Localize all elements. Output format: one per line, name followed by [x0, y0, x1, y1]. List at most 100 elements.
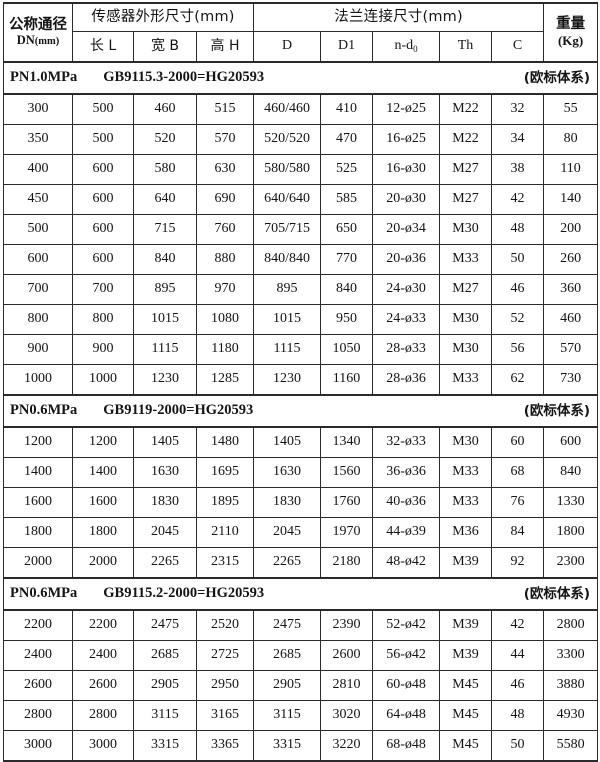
cell-thread: M27: [439, 274, 493, 305]
cell-d1: 1560: [320, 457, 374, 488]
cell-height: 515: [195, 93, 255, 125]
cell-d: 2905: [253, 670, 322, 701]
cell-d: 580/580: [253, 154, 322, 185]
cell-dn: 800: [3, 304, 73, 335]
cell-width: 2685: [133, 640, 197, 671]
cell-length: 500: [72, 124, 134, 155]
cell-thread: M33: [439, 364, 493, 396]
cell-d1: 2810: [320, 670, 374, 701]
cell-d: 2265: [253, 547, 322, 579]
cell-width: 2265: [133, 547, 197, 579]
cell-c: 44: [491, 640, 545, 671]
cell-height: 3165: [195, 700, 255, 731]
cell-bolt-holes: 56-ø42: [372, 640, 441, 671]
cell-d: 1115: [253, 334, 322, 365]
cell-d: 1015: [253, 304, 322, 335]
cell-d: 705/715: [253, 214, 322, 245]
cell-width: 1015: [133, 304, 197, 335]
cell-c: 42: [491, 609, 545, 641]
cell-weight: 260: [543, 244, 599, 275]
table-row: 350 500 520 570 520/520 470 16-ø25 M22 34 80: [3, 124, 599, 155]
cell-d: 1630: [253, 457, 322, 488]
cell-c: 52: [491, 304, 545, 335]
cell-c: 34: [491, 124, 545, 155]
cell-thread: M30: [439, 304, 493, 335]
cell-c: 32: [491, 93, 545, 125]
cell-height: 1080: [195, 304, 255, 335]
cell-dn: 2600: [3, 670, 73, 701]
cell-bolt-holes: 28-ø36: [372, 364, 441, 396]
cell-d1: 1050: [320, 334, 374, 365]
table-row: 300 500 460 515 460/460 410 12-ø25 M22 32 55: [3, 93, 599, 125]
header-col-d1: D1: [320, 31, 374, 63]
section-pressure-rating: PN0.6MPa: [10, 402, 78, 419]
section-note: (欧标体系): [523, 585, 591, 602]
cell-width: 640: [133, 184, 197, 215]
cell-weight: 730: [543, 364, 599, 396]
cell-d1: 470: [320, 124, 374, 155]
header-group-sensor-dimensions: 传感器外形尺寸(mm): [71, 2, 255, 32]
cell-weight: 3300: [543, 640, 599, 671]
cell-d1: 1160: [320, 364, 374, 396]
header-col-c: C: [491, 31, 545, 63]
cell-height: 2315: [195, 547, 255, 579]
cell-bolt-holes: 28-ø33: [372, 334, 441, 365]
cell-dn: 1000: [3, 364, 73, 396]
cell-dn: 1400: [3, 457, 73, 488]
cell-c: 48: [491, 700, 545, 731]
cell-dn: 2800: [3, 700, 73, 731]
cell-bolt-holes: 20-ø36: [372, 244, 441, 275]
cell-dn: 2400: [3, 640, 73, 671]
cell-d: 3115: [253, 700, 322, 731]
cell-thread: M39: [439, 640, 493, 671]
header-col-d: D: [253, 31, 322, 63]
cell-length: 600: [72, 184, 134, 215]
cell-thread: M33: [439, 244, 493, 275]
section-standard: GB9115.2-2000=HG20593: [103, 585, 265, 602]
cell-c: 68: [491, 457, 545, 488]
cell-weight: 140: [543, 184, 599, 215]
table-header: 公称通径 DN(mm) 传感器外形尺寸(mm) 法兰连接尺寸(mm) 重量 (K…: [3, 2, 599, 63]
cell-length: 3000: [72, 730, 134, 762]
cell-d: 895: [253, 274, 322, 305]
table-row: 2400 2400 2685 2725 2685 2600 56-ø42 M39 44 3300: [3, 640, 599, 671]
cell-thread: M30: [439, 214, 493, 245]
section-note: (欧标体系): [523, 402, 591, 419]
cell-length: 2400: [72, 640, 134, 671]
section-banner-cell: PN0.6MPa GB9115.2-2000=HG20593 (欧标体系): [2, 577, 599, 611]
cell-c: 38: [491, 154, 545, 185]
cell-bolt-holes: 24-ø33: [372, 304, 441, 335]
cell-length: 1800: [72, 517, 134, 548]
cell-width: 520: [133, 124, 197, 155]
cell-dn: 1200: [3, 426, 73, 458]
section-standard: GB9115.3-2000=HG20593: [103, 69, 265, 86]
table-row: 600 600 840 880 840/840 770 20-ø36 M33 50 260: [3, 244, 599, 275]
header-col-thread: Th: [439, 31, 493, 63]
cell-thread: M30: [439, 426, 493, 458]
table-row: 400 600 580 630 580/580 525 16-ø30 M27 38 110: [3, 154, 599, 185]
cell-dn: 2000: [3, 547, 73, 579]
cell-dn: 900: [3, 334, 73, 365]
cell-d1: 770: [320, 244, 374, 275]
cell-c: 60: [491, 426, 545, 458]
cell-length: 2200: [72, 609, 134, 641]
cell-c: 46: [491, 670, 545, 701]
cell-c: 50: [491, 244, 545, 275]
table-row: 1800 1800 2045 2110 2045 1970 44-ø39 M36 84 1800: [3, 517, 599, 548]
cell-bolt-holes: 32-ø33: [372, 426, 441, 458]
cell-d1: 3220: [320, 730, 374, 762]
cell-thread: M22: [439, 93, 493, 125]
cell-weight: 1330: [543, 487, 599, 518]
cell-bolt-holes: 40-ø36: [372, 487, 441, 518]
cell-thread: M30: [439, 334, 493, 365]
cell-thread: M39: [439, 609, 493, 641]
cell-bolt-holes: 16-ø30: [372, 154, 441, 185]
cell-width: 1630: [133, 457, 197, 488]
cell-d: 640/640: [253, 184, 322, 215]
cell-d: 840/840: [253, 244, 322, 275]
cell-dn: 300: [3, 93, 73, 125]
cell-bolt-holes: 20-ø30: [372, 184, 441, 215]
cell-width: 3315: [133, 730, 197, 762]
cell-c: 46: [491, 274, 545, 305]
cell-width: 2475: [133, 609, 197, 641]
